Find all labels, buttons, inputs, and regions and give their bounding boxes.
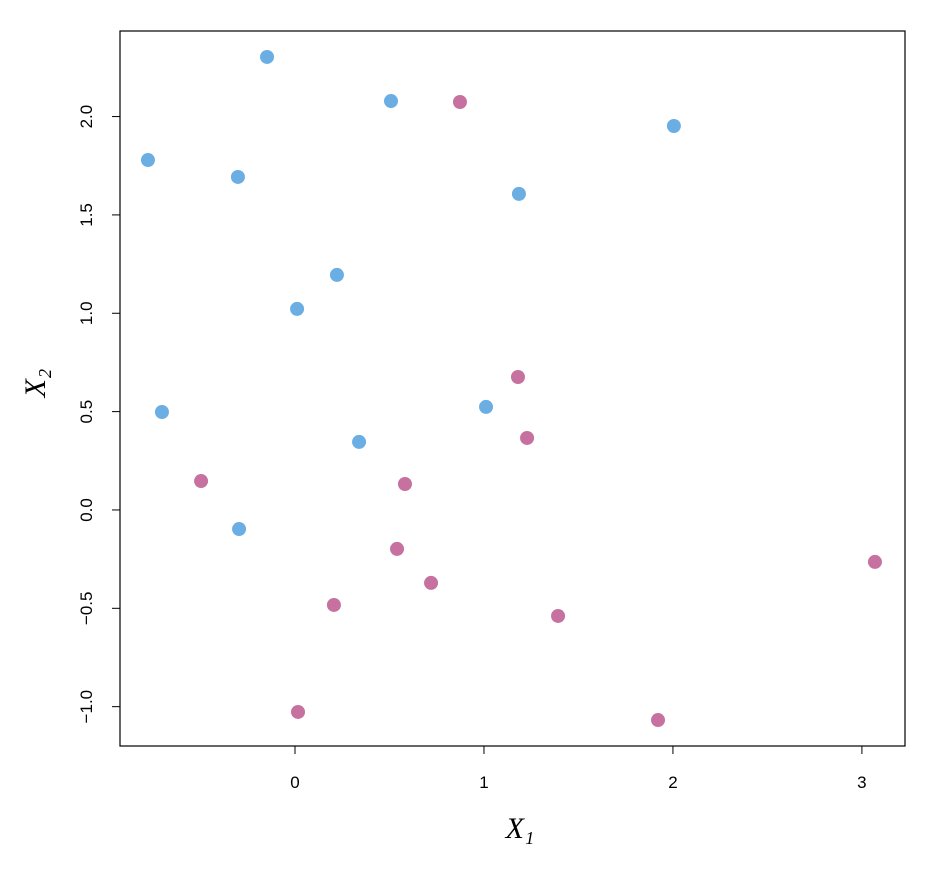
point [390, 541, 405, 556]
point [511, 186, 526, 201]
point [329, 267, 344, 282]
y-tick-label: 1.0 [77, 301, 96, 325]
point [154, 405, 169, 420]
plot-frame [119, 30, 906, 747]
y-tick-label: 2.0 [77, 105, 96, 129]
x-tick-label: 3 [857, 773, 866, 792]
y-axis-label: X₂ [19, 369, 52, 399]
x-axis-label: X₁ [505, 812, 535, 845]
y-tick-label: 0.0 [77, 498, 96, 522]
point [326, 597, 341, 612]
point [383, 94, 398, 109]
y-tick-label: −0.5 [77, 592, 96, 626]
point [194, 474, 209, 489]
x-tick-label: 2 [668, 773, 677, 792]
point [424, 575, 439, 590]
x-tick-label: 1 [479, 773, 488, 792]
point [452, 95, 467, 110]
x-tick-label: 0 [290, 773, 299, 792]
point [479, 399, 494, 414]
point [291, 704, 306, 719]
point [520, 430, 535, 445]
y-tick-label: −1.0 [77, 690, 96, 724]
point [140, 153, 155, 168]
point [867, 554, 882, 569]
point [397, 476, 412, 491]
point [510, 369, 525, 384]
point [290, 301, 305, 316]
point [651, 713, 666, 728]
point [230, 169, 245, 184]
point [551, 608, 566, 623]
point [666, 119, 681, 134]
point [232, 522, 247, 537]
y-tick-label: 1.5 [77, 203, 96, 227]
point [352, 434, 367, 449]
point [260, 49, 275, 64]
y-tick-label: 0.5 [77, 400, 96, 424]
